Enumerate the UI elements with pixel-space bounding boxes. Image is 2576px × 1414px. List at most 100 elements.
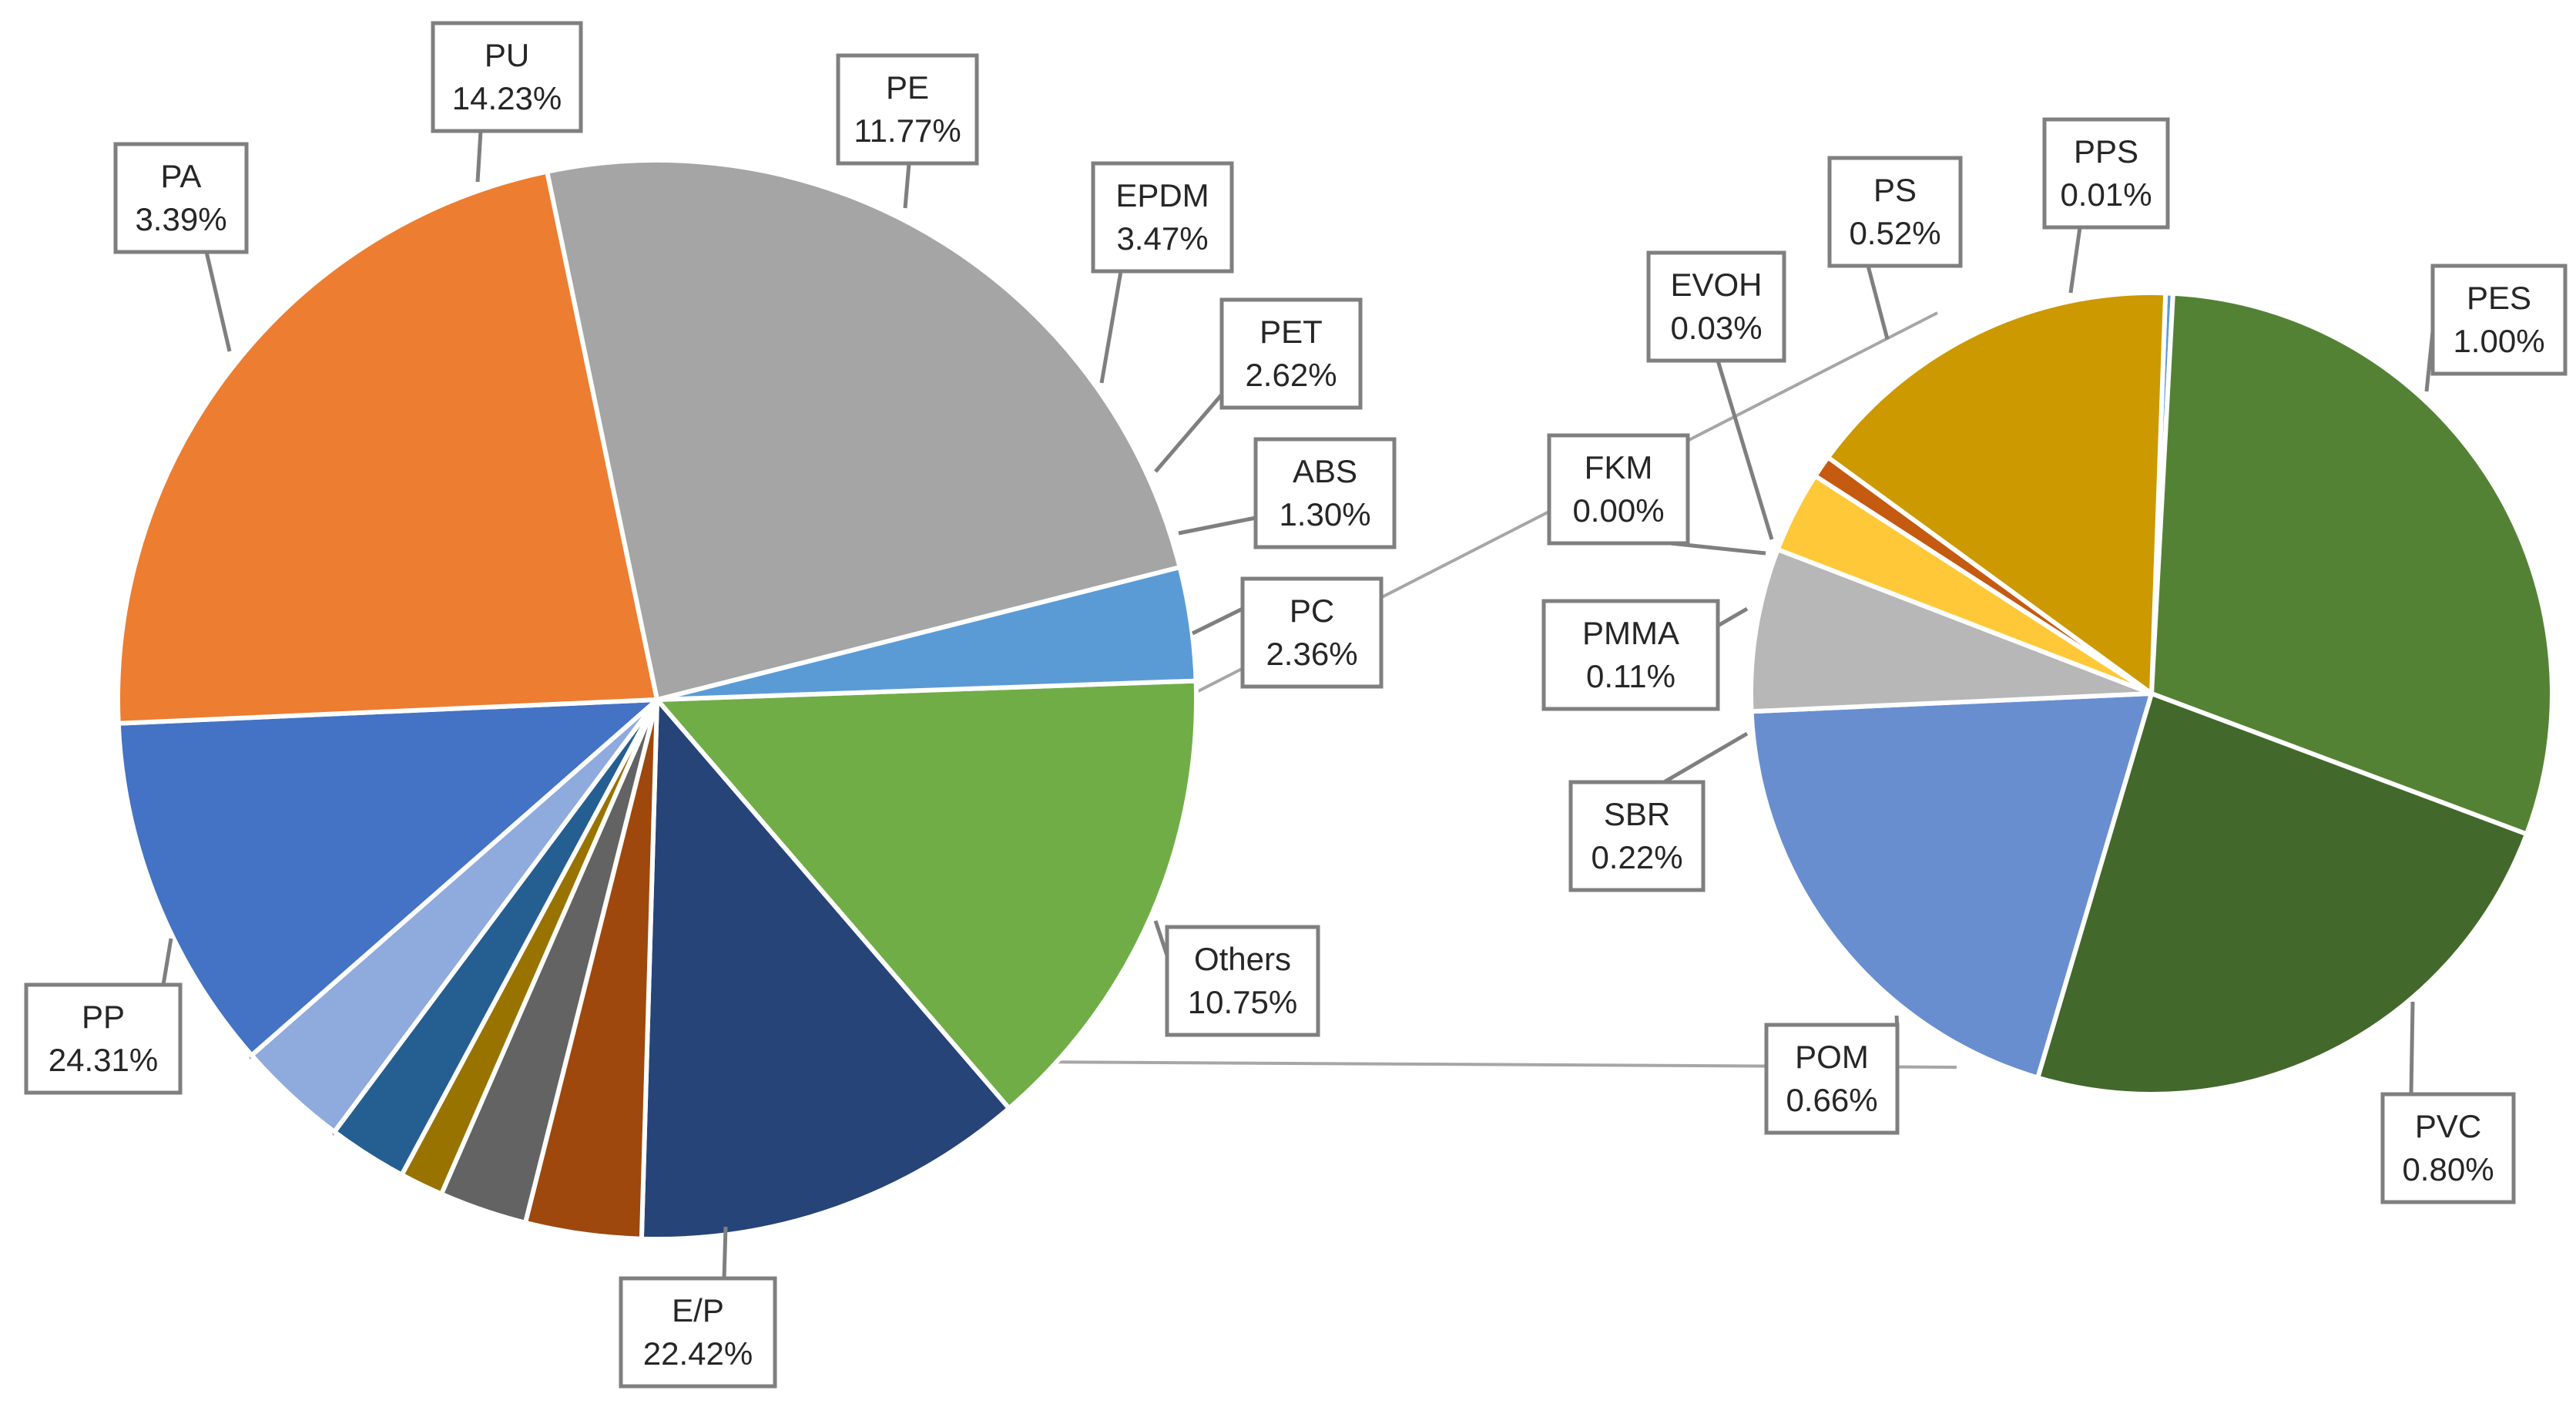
secondary-label-name-ps: PS [1873,172,1917,208]
secondary-label-value-pes: 1.00% [2453,323,2544,359]
main-label-pe: PE 11.77% [836,53,979,209]
secondary-label-ps: PS 0.52% [1827,156,1963,340]
main-label-name-pu: PU [485,37,529,73]
main-leader-pu [475,130,483,183]
main-label-pa: PA 3.39% [113,142,249,352]
main-label-value-pet: 2.62% [1245,357,1337,393]
secondary-label-name-pps: PPS [2074,133,2138,170]
secondary-label-evoh: EVOH 0.03% [1646,250,1786,540]
main-label-name-abs: ABS [1293,453,1357,489]
secondary-label-box-pps [2042,117,2170,230]
main-leader-epdm [1099,270,1123,384]
main-leader-abs [1178,516,1256,536]
secondary-label-name-fkm: FKM [1585,449,1653,485]
main-label-box-abs [1253,437,1397,549]
main-label-pc: PC 2.36% [1191,576,1384,689]
main-label-name-pc: PC [1290,593,1334,629]
secondary-label-name-pvc: PVC [2415,1108,2481,1144]
secondary-label-pps: PPS 0.01% [2042,117,2170,294]
main-slice-others [116,697,659,1058]
secondary-leader-sbr [1662,731,1749,784]
main-leader-pc [1191,606,1244,636]
secondary-label-value-pvc: 0.80% [2402,1151,2494,1187]
secondary-slice-sbr [1749,547,2154,714]
main-label-value-pc: 2.36% [1266,636,1357,672]
main-label-box-pet [1219,297,1363,410]
secondary-label-value-pom: 0.66% [1786,1082,1877,1118]
main-label-abs: ABS 1.30% [1178,437,1397,549]
secondary-leader-pmma [1716,606,1749,628]
main-label-box-epdm [1091,161,1234,274]
main-label-value-pe: 11.77% [854,113,961,149]
main-label-value-others: 10.75% [1188,984,1297,1020]
secondary-slice-pes [2149,291,2554,837]
secondary-label-value-pmma: 0.11% [1586,658,1675,694]
secondary-label-pom: POM 0.66% [1764,1015,1900,1135]
secondary-label-box-sbr [1568,780,1706,892]
main-leader-e-p [722,1226,728,1279]
secondary-slice-pvc [2035,691,2529,1097]
main-label-e-p: E/P 22.42% [619,1226,777,1389]
main-label-name-e-p: E/P [672,1292,724,1328]
main-label-box-pu [431,21,583,133]
data-labels: PU 14.23% PE 11.77% EPDM 3.47% PET 2.62% ABS 1.30… [24,21,2568,1389]
secondary-label-box-pvc [2380,1092,2516,1204]
secondary-label-name-pes: PES [2467,280,2531,316]
main-label-value-pu: 14.23% [452,80,562,116]
main-label-box-pa [113,142,249,254]
main-slice-pp [545,158,1182,702]
main-label-name-pp: PP [82,999,125,1035]
main-slice-e-p [116,169,659,726]
main-pie [116,158,1199,1241]
main-label-value-pp: 24.31% [49,1042,158,1078]
main-slice-pa [655,565,1199,702]
main-label-name-pe: PE [886,69,929,106]
secondary-label-name-sbr: SBR [1604,796,1670,832]
main-label-box-pp [24,982,183,1095]
main-leader-pp [161,938,173,986]
secondary-label-value-fkm: 0.00% [1572,492,1664,529]
main-leader-pet [1154,393,1223,473]
secondary-label-box-fkm [1547,433,1690,546]
main-slice-pu [655,678,1199,1111]
main-leader-pe [903,163,911,209]
main-label-box-e-p [619,1276,777,1389]
secondary-leader-pvc [2409,1001,2415,1095]
secondary-label-name-pmma: PMMA [1582,615,1679,651]
main-label-name-pa: PA [161,158,202,194]
main-label-value-abs: 1.30% [1279,496,1370,532]
secondary-label-box-ps [1827,156,1963,268]
secondary-pie [1749,291,2554,1097]
main-label-value-pa: 3.39% [135,201,226,237]
secondary-label-name-evoh: EVOH [1670,267,1762,303]
secondary-label-fkm: FKM 0.00% [1547,433,1766,556]
main-label-others: Others 10.75% [1153,920,1320,1037]
secondary-leader-pps [2068,227,2082,294]
main-label-box-others [1165,925,1320,1037]
secondary-label-pes: PES 1.00% [2424,264,2568,392]
main-label-name-pet: PET [1259,314,1323,350]
main-label-name-epdm: EPDM [1115,177,1209,213]
main-label-value-epdm: 3.47% [1116,220,1208,257]
secondary-slice-ps [1825,291,2168,696]
main-slice-pe [639,697,1011,1241]
secondary-label-value-ps: 0.52% [1849,215,1940,251]
main-label-pu: PU 14.23% [431,21,583,183]
main-label-value-e-p: 22.42% [643,1335,753,1372]
main-label-pet: PET 2.62% [1154,297,1363,473]
secondary-label-name-pom: POM [1795,1039,1869,1075]
main-label-epdm: EPDM 3.47% [1091,161,1234,384]
secondary-slice-pom [1749,691,2154,1080]
secondary-label-box-pom [1764,1023,1900,1135]
secondary-label-pvc: PVC 0.80% [2380,1001,2516,1204]
secondary-label-box-pmma [1541,599,1720,711]
secondary-label-box-evoh [1646,250,1786,363]
secondary-leader-evoh [1716,360,1774,540]
main-label-box-pe [836,53,979,166]
secondary-label-box-pes [2430,264,2568,376]
secondary-leader-ps [1866,265,1890,340]
secondary-label-value-pps: 0.01% [2060,176,2152,213]
secondary-label-value-sbr: 0.22% [1591,839,1682,875]
